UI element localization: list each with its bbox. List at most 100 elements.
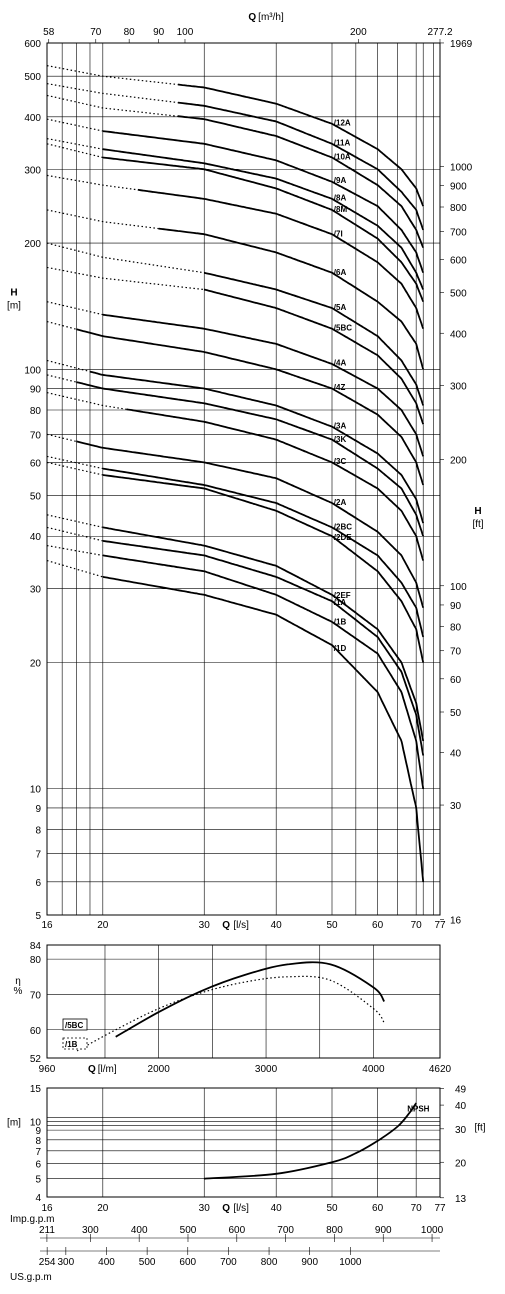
head-curve-label: /2EF [334, 591, 351, 600]
head-y-axis-unit: [m] [7, 301, 21, 312]
head-y-tick: 5 [35, 911, 41, 922]
head-curve-label: /9A [334, 176, 347, 185]
head-right-tick-label: 400 [450, 329, 467, 340]
eff-y-axis-label: η [15, 976, 21, 987]
head-right-tick-label: 80 [450, 622, 462, 633]
npsh-y-tick: 7 [35, 1147, 41, 1158]
us-scale-tick-label: 400 [98, 1257, 115, 1268]
head-right-tick-label: 50 [450, 708, 462, 719]
eff-y-tick: 84 [30, 941, 42, 952]
head-curve [203, 288, 425, 425]
head-curve-extension [46, 514, 103, 528]
npsh-x-tick: 30 [199, 1203, 211, 1214]
npsh-curve-label: NPSH [407, 1105, 429, 1114]
npsh-x-axis-label: Q [222, 1203, 230, 1214]
head-y-tick: 600 [24, 39, 41, 50]
imp-scale-tick-label: 300 [82, 1225, 99, 1236]
npsh-y-tick: 9 [35, 1126, 41, 1137]
us-scale-tick-label: 1000 [339, 1257, 362, 1268]
us-scale-tick-label: 600 [179, 1257, 196, 1268]
head-curve-extension [46, 374, 77, 383]
us-scale-tick-label: 300 [58, 1257, 75, 1268]
npsh-right-axis-unit: [ft] [474, 1123, 485, 1134]
imp-scale-tick-label: 400 [131, 1225, 148, 1236]
npsh-x-tick: 77 [434, 1203, 446, 1214]
head-curve [102, 130, 425, 274]
head-curve-extension [46, 94, 178, 117]
imp-scale-tick-label: 800 [326, 1225, 343, 1236]
eff-curve [115, 961, 385, 1038]
head-y-tick: 9 [35, 804, 41, 815]
head-curve-extension [46, 321, 77, 330]
eff-x-axis-label: Q [88, 1064, 96, 1075]
npsh-curve [204, 1102, 417, 1180]
eff-y-tick: 52 [30, 1054, 42, 1065]
head-y-tick: 100 [24, 365, 41, 376]
head-y-tick: 40 [30, 532, 42, 543]
npsh-x-axis-unit: [l/s] [233, 1203, 249, 1214]
head-right-axis-unit: [ft] [472, 519, 483, 530]
eff-plot-frame [46, 944, 441, 1059]
head-y-tick: 20 [30, 658, 42, 669]
eff-curve [76, 975, 385, 1052]
eff-x-tick: 2000 [148, 1064, 171, 1075]
us-scale-tick-label: 800 [261, 1257, 278, 1268]
head-curve-extension [46, 526, 103, 542]
head-curve-label: /2DE [334, 533, 352, 542]
head-x-tick: 70 [411, 920, 423, 931]
head-curve-extension [46, 433, 77, 442]
head-right-tick-label: 200 [450, 456, 467, 467]
head-right-tick-label: 900 [450, 182, 467, 193]
eff-legend-label: /5BC [65, 1021, 83, 1030]
us-scale-label: US.g.p.m [10, 1272, 52, 1283]
head-curve-label: /12A [334, 118, 351, 127]
head-curve [102, 313, 425, 457]
head-curve-extension [46, 560, 103, 578]
us-scale-tick-label: 254 [39, 1257, 56, 1268]
head-curve-label: /3C [334, 457, 347, 466]
npsh-x-tick: 16 [41, 1203, 53, 1214]
head-right-tick-label: 16 [450, 916, 462, 927]
us-scale-tick-label: 700 [220, 1257, 237, 1268]
head-curve-extension [46, 461, 103, 476]
head-curve [177, 83, 425, 207]
head-curve-label: /1B [334, 618, 347, 627]
head-x-tick: 16 [41, 920, 53, 931]
npsh-y-tick: 15 [30, 1084, 42, 1095]
head-curve-extension [46, 65, 178, 86]
head-x-tick: 50 [326, 920, 338, 931]
npsh-y-tick: 4 [35, 1193, 41, 1204]
head-curve-label: /11A [334, 138, 351, 147]
npsh-x-tick: 20 [97, 1203, 109, 1214]
head-curve [76, 440, 425, 609]
head-right-tick-label: 90 [450, 601, 462, 612]
head-top-axis-label: Q [248, 12, 256, 23]
head-curve [102, 576, 425, 882]
head-curve-label: /2BC [334, 522, 352, 531]
head-y-tick: 90 [30, 385, 42, 396]
head-curve [102, 474, 425, 663]
curve-layer [46, 65, 425, 1180]
head-curve [126, 408, 425, 561]
head-x-tick: 77 [434, 920, 446, 931]
head-top-tick-label: 80 [124, 27, 136, 38]
head-curve-label: /1A [334, 598, 347, 607]
head-curve-label: /6A [334, 268, 347, 277]
npsh-right-tick-label: 49 [455, 1084, 467, 1095]
eff-x-tick: 4620 [429, 1064, 452, 1075]
head-right-tick-label: 800 [450, 203, 467, 214]
head-curve-extension [46, 138, 103, 150]
head-curve-extension [46, 392, 127, 410]
head-curve [102, 554, 425, 789]
eff-x-axis-unit: [l/m] [98, 1064, 117, 1075]
npsh-y-axis-unit: [m] [7, 1117, 21, 1128]
head-curve-label: /3A [334, 421, 347, 430]
head-curve [177, 101, 425, 231]
head-y-tick: 50 [30, 492, 42, 503]
head-right-tick-label: 100 [450, 582, 467, 593]
eff-legend-label: /1B [65, 1040, 78, 1049]
head-right-tick-label: 300 [450, 382, 467, 393]
head-curve [102, 540, 425, 756]
head-right-tick-label: 60 [450, 675, 462, 686]
